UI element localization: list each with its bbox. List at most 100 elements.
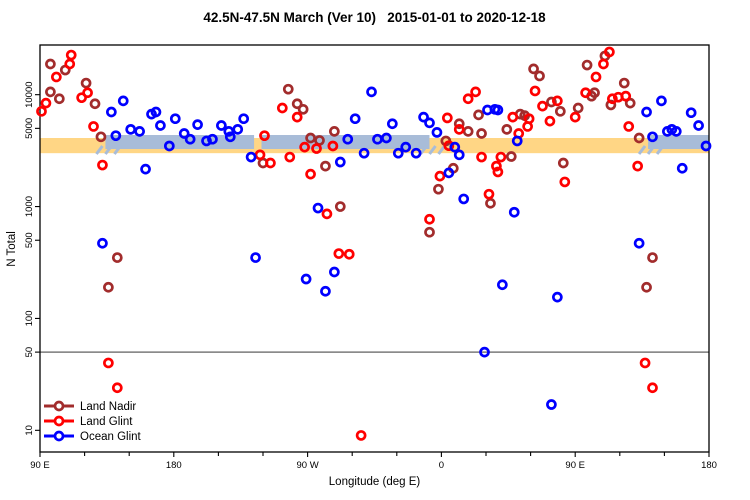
data-point-land-glint (305, 168, 316, 180)
data-point-land-nadir (485, 197, 496, 209)
data-point-land-glint (40, 97, 52, 109)
data-point-land-glint (522, 121, 533, 132)
data-point-land-glint (82, 87, 93, 99)
ocean-mean-band-hatch (637, 145, 647, 155)
data-point-ocean-glint (431, 127, 443, 138)
data-point-land-glint (529, 85, 541, 97)
data-point-land-nadir (282, 83, 294, 95)
ocean-mean-band (105, 135, 255, 149)
data-point-land-glint (639, 357, 651, 369)
data-point-ocean-glint (381, 132, 392, 144)
data-point-ocean-glint (207, 133, 218, 145)
data-point-ocean-glint (349, 113, 361, 125)
ocean-mean-band-hatch (646, 145, 656, 155)
x-tick-label: 180 (166, 460, 182, 471)
data-point-ocean-glint (479, 346, 490, 358)
data-point-land-glint (604, 46, 615, 58)
data-point-ocean-glint (458, 193, 470, 205)
data-point-land-nadir (501, 123, 513, 135)
data-point-land-glint (265, 157, 276, 169)
data-point-ocean-glint (386, 118, 398, 130)
data-point-land-glint (276, 102, 288, 114)
data-point-ocean-glint (392, 147, 404, 159)
data-point-land-nadir (641, 281, 652, 293)
data-point-ocean-glint (418, 111, 429, 123)
chart-title: 42.5N-47.5N March (Ver 10) 2015-01-01 to… (203, 10, 546, 25)
data-point-land-nadir (618, 77, 630, 89)
data-point-ocean-glint (641, 106, 652, 118)
plot-border (39, 44, 710, 453)
data-point-ocean-glint (511, 135, 523, 147)
data-point-land-nadir (572, 102, 584, 114)
data-point-land-glint (299, 141, 310, 153)
x-tick-label: 180 (701, 460, 717, 471)
data-point-ocean-glint (300, 273, 312, 285)
data-point-land-nadir (291, 98, 303, 110)
y-tick-label: 5000 (24, 118, 35, 139)
y-tick-label: 500 (24, 232, 35, 248)
data-point-ocean-glint (201, 135, 212, 147)
data-point-ocean-glint (140, 163, 151, 175)
data-point-land-glint (254, 149, 266, 161)
data-point-land-nadir (320, 160, 331, 172)
data-point-ocean-glint (366, 86, 377, 98)
data-point-land-nadir (297, 103, 309, 115)
data-point-ocean-glint (250, 252, 261, 263)
data-point-ocean-glint (685, 107, 697, 119)
data-point-ocean-glint (224, 131, 236, 143)
data-point-land-nadir (473, 109, 484, 121)
data-point-land-nadir (334, 201, 346, 212)
data-point-land-nadir (624, 97, 636, 109)
legend-label: Ocean Glint (80, 431, 142, 443)
data-point-ocean-glint (400, 141, 412, 153)
data-point-ocean-glint (508, 206, 520, 218)
data-point-land-nadir (476, 128, 487, 139)
data-point-land-glint (64, 58, 76, 70)
data-point-land-glint (291, 111, 303, 123)
data-point-land-glint (495, 151, 507, 163)
data-point-land-nadir (329, 126, 340, 137)
data-point-ocean-glint (700, 140, 712, 152)
data-point-ocean-glint (125, 123, 137, 135)
data-point-land-nadir (557, 157, 569, 169)
data-point-land-glint (321, 208, 333, 220)
data-point-ocean-glint (117, 95, 129, 107)
ocean-mean-band-hatch (419, 145, 428, 155)
data-point-land-nadir (305, 132, 316, 144)
data-point-ocean-glint (232, 123, 244, 135)
data-point-ocean-glint (110, 130, 122, 142)
data-point-land-glint (434, 170, 446, 182)
ocean-mean-band (648, 135, 709, 149)
data-point-land-nadir (528, 63, 539, 75)
data-point-land-glint (88, 121, 99, 132)
data-point-ocean-glint (656, 95, 667, 107)
data-point-ocean-glint (358, 147, 370, 159)
y-tick-label: 50 (24, 347, 35, 358)
x-tick-label: 90 W (297, 460, 319, 471)
data-point-ocean-glint (329, 266, 340, 278)
ocean-mean-band-hatch (95, 145, 104, 155)
data-point-land-glint (620, 90, 632, 102)
data-point-ocean-glint (245, 151, 257, 163)
data-point-ocean-glint (192, 119, 203, 130)
data-point-land-glint (569, 111, 581, 123)
data-point-land-glint (311, 143, 322, 154)
data-point-ocean-glint (134, 126, 145, 137)
data-point-land-nadir (103, 281, 114, 293)
data-point-land-nadir (554, 105, 566, 117)
legend-label: Land Glint (80, 416, 133, 428)
data-point-land-nadir (95, 131, 107, 143)
data-point-land-glint (492, 166, 504, 178)
data-point-land-glint (36, 105, 47, 117)
x-tick-label: 90 E (30, 460, 50, 471)
data-point-land-glint (259, 130, 270, 142)
data-point-ocean-glint (670, 126, 682, 137)
data-point-ocean-glint (546, 399, 557, 410)
data-point-land-nadir (111, 252, 123, 263)
data-point-land-glint (537, 100, 548, 112)
data-point-land-glint (65, 49, 77, 61)
data-point-land-glint (507, 111, 519, 123)
ocean-mean-band-hatch (428, 145, 437, 155)
data-point-ocean-glint (449, 141, 461, 153)
